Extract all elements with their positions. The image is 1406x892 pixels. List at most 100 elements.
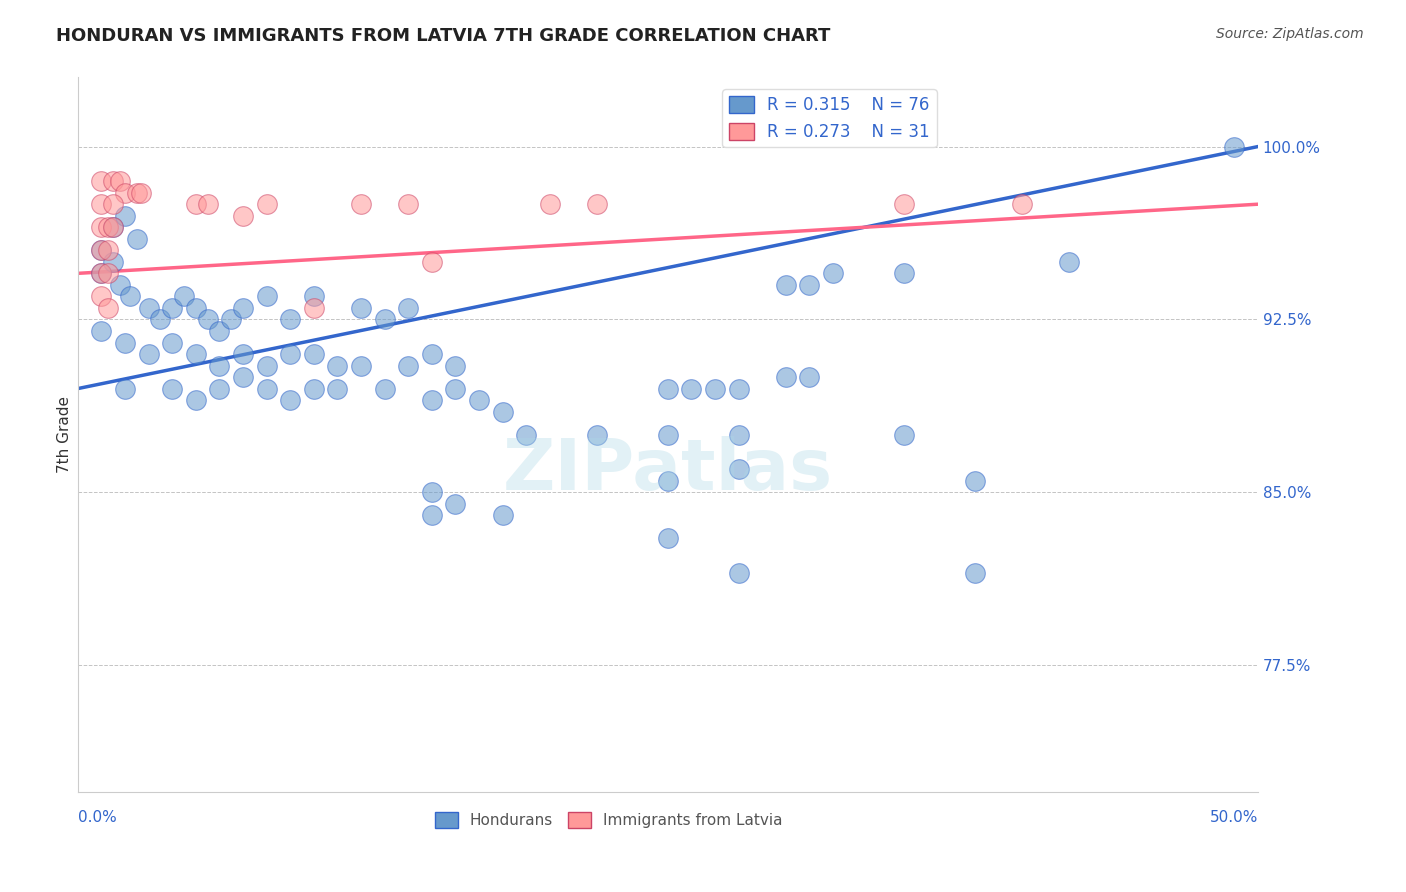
Point <box>420 393 443 408</box>
Point <box>90 220 112 235</box>
Point <box>444 382 467 396</box>
Point <box>326 382 349 396</box>
Point <box>184 393 207 408</box>
Point <box>1057 255 1080 269</box>
Point <box>184 197 207 211</box>
Point <box>114 209 136 223</box>
Point <box>302 289 325 303</box>
Point <box>515 427 537 442</box>
Point <box>173 289 195 303</box>
Point <box>302 301 325 315</box>
Point <box>219 312 242 326</box>
Point <box>149 312 172 326</box>
Point <box>657 474 679 488</box>
Point <box>101 220 124 235</box>
Point <box>893 266 915 280</box>
Point <box>114 335 136 350</box>
Point <box>232 209 254 223</box>
Point <box>396 197 419 211</box>
Point <box>197 197 219 211</box>
Point <box>138 347 160 361</box>
Point <box>775 277 797 292</box>
Text: Source: ZipAtlas.com: Source: ZipAtlas.com <box>1216 27 1364 41</box>
Point <box>420 347 443 361</box>
Point <box>727 566 749 580</box>
Point <box>278 393 301 408</box>
Point <box>491 508 513 523</box>
Point <box>727 382 749 396</box>
Point <box>538 197 561 211</box>
Point <box>727 427 749 442</box>
Point <box>90 197 112 211</box>
Point <box>184 301 207 315</box>
Point <box>232 301 254 315</box>
Point <box>101 197 124 211</box>
Text: ZIPatlas: ZIPatlas <box>503 436 832 505</box>
Text: HONDURAN VS IMMIGRANTS FROM LATVIA 7TH GRADE CORRELATION CHART: HONDURAN VS IMMIGRANTS FROM LATVIA 7TH G… <box>56 27 831 45</box>
Point <box>420 485 443 500</box>
Point <box>208 382 231 396</box>
Point <box>350 301 373 315</box>
Point <box>727 462 749 476</box>
Point <box>232 347 254 361</box>
Point <box>893 197 915 211</box>
Point <box>256 382 278 396</box>
Point <box>396 359 419 373</box>
Point <box>90 289 112 303</box>
Point <box>110 277 132 292</box>
Point <box>97 220 120 235</box>
Point <box>114 382 136 396</box>
Point <box>350 359 373 373</box>
Point <box>1223 139 1246 153</box>
Text: 50.0%: 50.0% <box>1209 811 1258 825</box>
Point <box>114 186 136 200</box>
Point <box>256 289 278 303</box>
Point <box>963 566 986 580</box>
Point <box>444 497 467 511</box>
Point <box>256 359 278 373</box>
Point <box>704 382 727 396</box>
Point <box>90 266 112 280</box>
Point <box>125 186 148 200</box>
Point <box>160 382 183 396</box>
Point <box>821 266 844 280</box>
Point <box>90 244 112 258</box>
Point <box>90 266 112 280</box>
Point <box>302 347 325 361</box>
Point <box>232 370 254 384</box>
Point <box>90 174 112 188</box>
Point <box>681 382 703 396</box>
Point <box>468 393 491 408</box>
Point <box>420 255 443 269</box>
Point <box>118 289 141 303</box>
Point <box>110 174 132 188</box>
Point <box>799 370 821 384</box>
Point <box>657 382 679 396</box>
Point <box>197 312 219 326</box>
Text: 0.0%: 0.0% <box>77 811 117 825</box>
Point <box>160 335 183 350</box>
Point <box>586 197 609 211</box>
Point <box>491 404 513 418</box>
Point <box>160 301 183 315</box>
Point <box>125 232 148 246</box>
Point <box>775 370 797 384</box>
Point <box>893 427 915 442</box>
Point <box>657 532 679 546</box>
Point <box>101 255 124 269</box>
Point <box>208 324 231 338</box>
Point <box>97 266 120 280</box>
Point <box>97 244 120 258</box>
Point <box>374 382 396 396</box>
Point <box>657 427 679 442</box>
Point <box>586 427 609 442</box>
Point <box>350 197 373 211</box>
Point <box>396 301 419 315</box>
Point <box>1011 197 1033 211</box>
Point <box>184 347 207 361</box>
Point <box>326 359 349 373</box>
Point <box>302 382 325 396</box>
Point <box>90 324 112 338</box>
Point <box>90 244 112 258</box>
Y-axis label: 7th Grade: 7th Grade <box>58 396 72 473</box>
